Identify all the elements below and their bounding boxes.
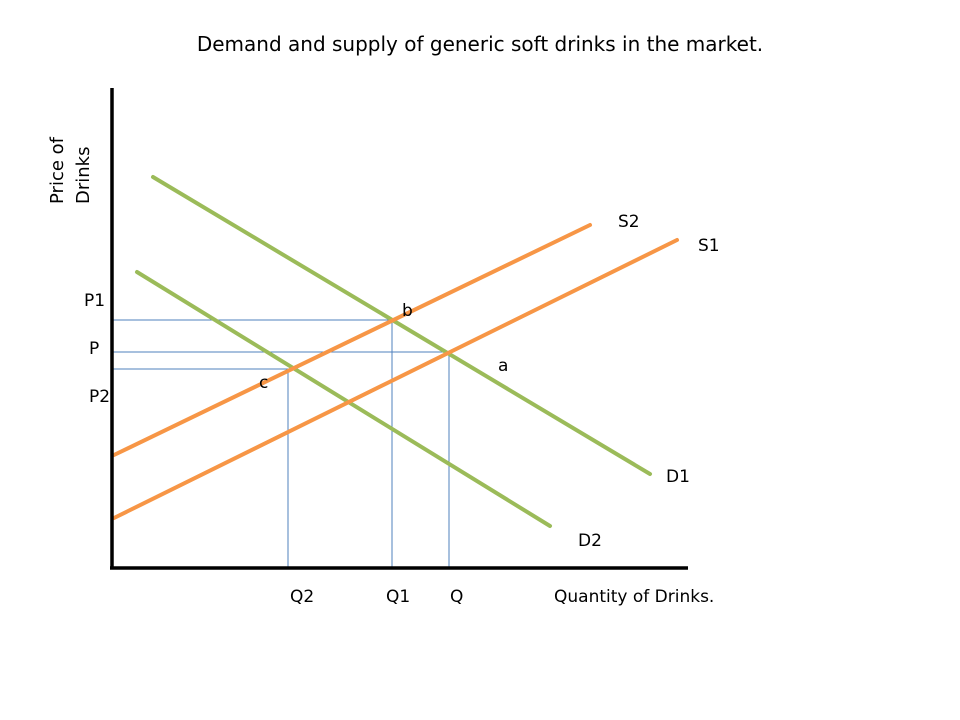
quantity-label-q: Q — [450, 587, 463, 607]
x-axis-label: Quantity of Drinks. — [554, 587, 714, 607]
demand-curve-d1 — [151, 175, 652, 476]
price-label-p: P — [89, 339, 99, 359]
point-label-b: b — [402, 301, 413, 321]
curve-label-d2: D2 — [578, 531, 602, 551]
quantity-label-q1: Q1 — [386, 587, 410, 607]
diagram-title: Demand and supply of generic soft drinks… — [196, 32, 764, 56]
price-label-p2: P2 — [89, 387, 110, 407]
quantity-label-q2: Q2 — [290, 587, 314, 607]
supply-curve-s1 — [112, 238, 679, 520]
curve-label-d1: D1 — [666, 467, 690, 487]
curve-label-s2: S2 — [618, 212, 640, 232]
curve-label-s1: S1 — [698, 236, 720, 256]
point-label-a: a — [498, 356, 508, 376]
demand-curve-d2 — [135, 270, 552, 528]
supply-curve-s2 — [112, 223, 592, 457]
point-label-c: c — [259, 373, 268, 393]
price-label-p1: P1 — [84, 291, 105, 311]
